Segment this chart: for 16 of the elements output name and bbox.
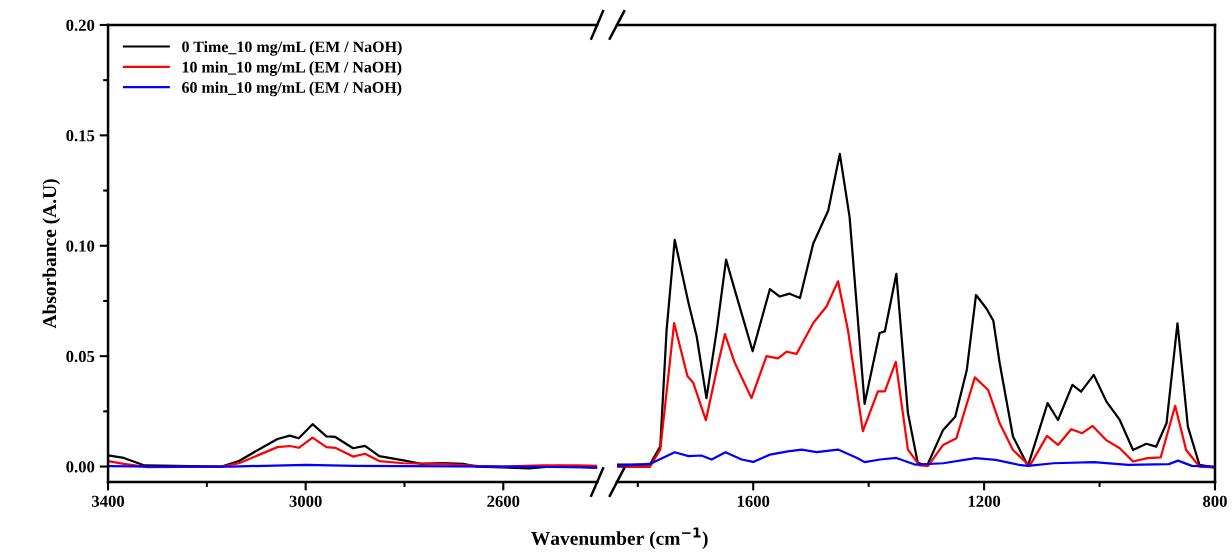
legend-label: 10 min_10 mg/mL (EM / NaOH) xyxy=(182,61,402,76)
x-tick-label: 1200 xyxy=(968,495,1001,507)
x-tick-label: 3000 xyxy=(289,495,322,507)
y-tick-label: 0.00 xyxy=(66,461,95,473)
y-tick-label: 0.15 xyxy=(66,130,95,142)
y-tick-label: 0.20 xyxy=(66,19,95,31)
legend-label: 0 Time_10 mg/mL (EM / NaOH) xyxy=(182,41,402,56)
y-axis-title: Absorbance (A.U) xyxy=(42,179,61,329)
x-tick-label: 1600 xyxy=(737,495,770,507)
x-tick-label: 800 xyxy=(1203,495,1227,507)
x-tick-label: 3400 xyxy=(92,495,125,507)
legend-label: 60 min_10 mg/mL (EM / NaOH) xyxy=(182,81,402,97)
x-tick-label: 2600 xyxy=(487,495,520,507)
x-axis-title: Wavenumber (cm$^{−1}$) xyxy=(531,527,708,549)
y-tick-label: 0.05 xyxy=(66,350,95,363)
y-tick-label: 0.10 xyxy=(66,240,95,252)
